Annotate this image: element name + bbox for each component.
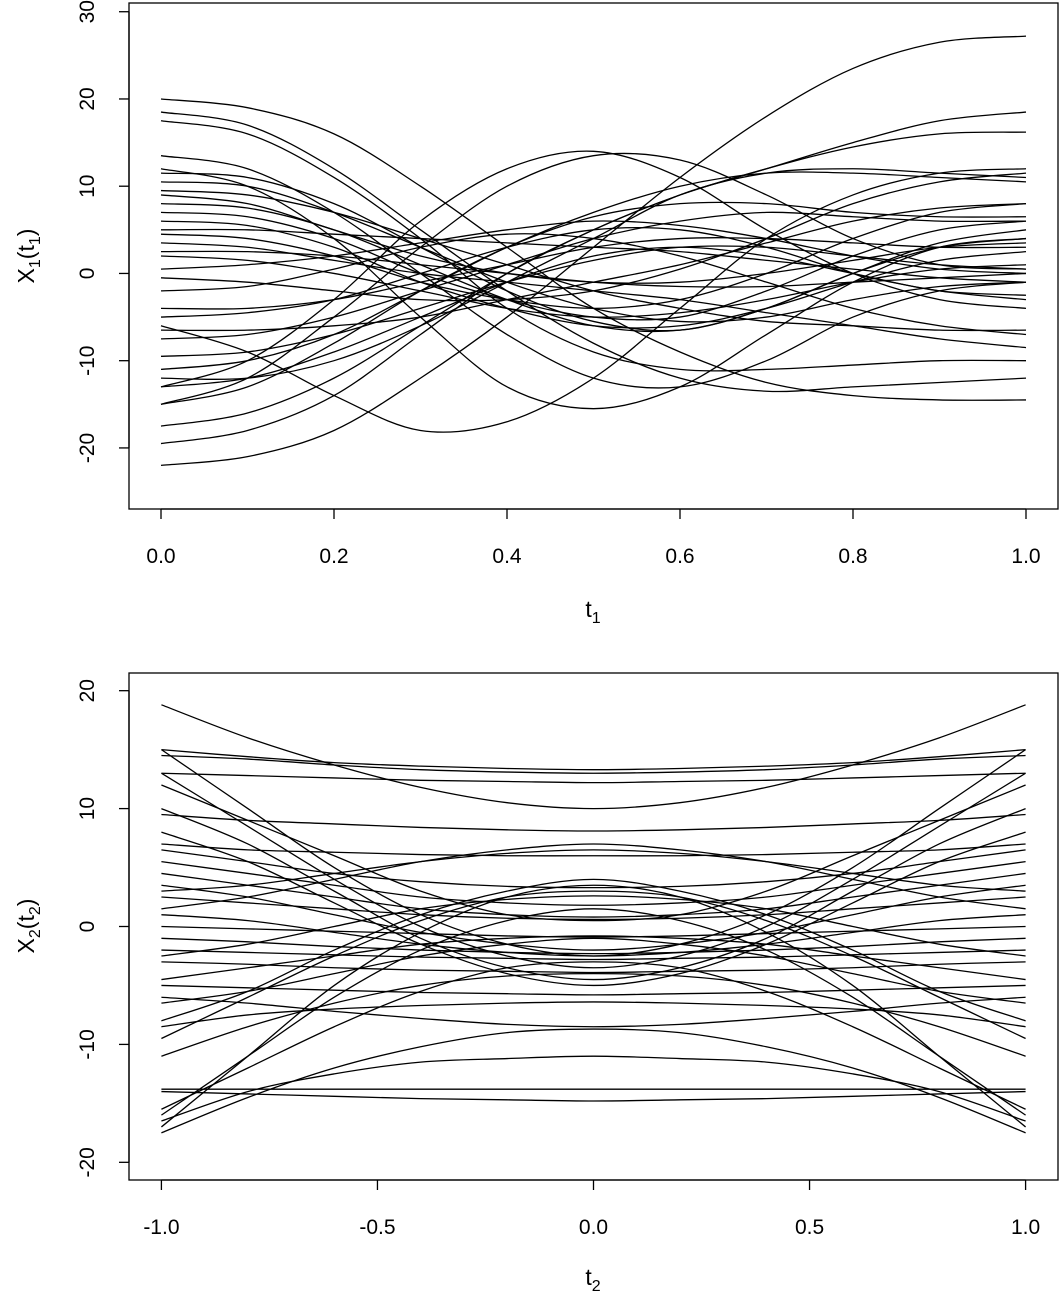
- y-tick-label: 0: [76, 921, 99, 933]
- series-line-18: [160, 203, 1027, 309]
- series-line-20: [161, 872, 1026, 918]
- series-line-31: [161, 925, 1026, 938]
- y-tick-label: -20: [76, 1147, 99, 1177]
- series-line-3: [160, 111, 1027, 393]
- series-line-5: [160, 111, 1027, 445]
- series-group: [160, 35, 1027, 467]
- series-line-22: [161, 896, 1026, 921]
- series-line-17: [160, 220, 1027, 329]
- series-line-39: [161, 961, 1026, 1110]
- y-axis-title: X1(t1): [13, 229, 44, 284]
- series-line-12: [160, 884, 1027, 1128]
- series-line-27: [161, 937, 1026, 1004]
- series-line-11: [161, 772, 1026, 969]
- series-line-34: [161, 849, 1026, 892]
- series-line-38: [161, 784, 1026, 922]
- y-axis: -20 -10 0 10 20: [76, 679, 130, 1177]
- series-line-18: [161, 973, 1026, 1057]
- series-line-23: [161, 914, 1026, 957]
- series-line-2: [160, 98, 1027, 401]
- series-line-34: [160, 228, 1027, 283]
- series-line-26: [160, 245, 1027, 357]
- y-tick-label: -10: [76, 1029, 99, 1059]
- y-tick-label: -20: [76, 433, 99, 463]
- y-tick-label: 0: [76, 268, 99, 280]
- series-line-7: [161, 1090, 1026, 1102]
- series-line-30: [160, 233, 1027, 336]
- series-line-24: [161, 937, 1026, 955]
- series-line-27: [160, 171, 1027, 371]
- x-tick-label: 0.6: [665, 545, 694, 568]
- series-line-26: [161, 984, 1026, 996]
- series-line-6: [161, 1055, 1026, 1122]
- series-line-1: [161, 704, 1026, 810]
- x-axis: -1.0 -0.5 0.0 0.5 1.0: [143, 1179, 1040, 1239]
- y-tick-label: 10: [76, 797, 99, 820]
- series-line-2: [161, 748, 1026, 771]
- series-line-24: [160, 203, 1027, 332]
- series-line-11: [160, 168, 1027, 433]
- series-line-21: [161, 884, 1026, 951]
- series-line-10: [160, 168, 1027, 410]
- series-line-33: [161, 935, 1026, 981]
- x-tick-label: 0.0: [146, 545, 175, 568]
- panel-2: -1.0 -0.5 0.0 0.5 1.0 -20 -10 0 10 20 t2 X2(t2): [13, 672, 1059, 1295]
- series-line-3: [161, 754, 1026, 774]
- panel-1: 0.0 0.2 0.4 0.6 0.8 1.0 -20 -10 0 10 20 30 t1 X1(t1): [13, 0, 1059, 627]
- series-line-29: [161, 843, 1026, 857]
- series-line-30: [161, 949, 1026, 961]
- x-tick-label: -0.5: [359, 1216, 395, 1239]
- series-line-16: [160, 203, 1027, 333]
- series-line-31: [160, 194, 1027, 284]
- y-tick-label: 10: [76, 175, 99, 198]
- x-tick-label: 0.2: [319, 545, 348, 568]
- series-line-35: [160, 211, 1027, 321]
- y-tick-label: 30: [76, 0, 99, 23]
- series-line-32: [160, 242, 1027, 349]
- series-line-7: [160, 152, 1027, 405]
- series-line-32: [161, 861, 1026, 906]
- series-line-16: [161, 878, 1026, 1022]
- y-axis: -20 -10 0 10 20 30: [76, 0, 130, 463]
- series-line-4: [160, 120, 1027, 372]
- series-line-33: [160, 201, 1027, 405]
- series-line-28: [161, 1001, 1026, 1028]
- series-line-20: [160, 220, 1027, 275]
- series-line-14: [161, 831, 1026, 987]
- series-line-19: [161, 849, 1026, 889]
- x-tick-label: 0.8: [838, 545, 867, 568]
- series-line-1: [160, 35, 1027, 467]
- series-line-4: [161, 772, 1026, 784]
- series-line-28: [160, 246, 1027, 388]
- y-tick-label: 20: [76, 87, 99, 110]
- series-line-17: [161, 813, 1026, 832]
- y-tick-label: 20: [76, 679, 99, 702]
- series-line-25: [161, 961, 1026, 974]
- x-tick-label: 1.0: [1011, 545, 1040, 568]
- series-line-35: [161, 996, 1026, 1028]
- plot-frame: [128, 672, 1059, 1181]
- x-tick-label: 1.0: [1011, 1216, 1040, 1239]
- series-line-15: [161, 890, 1026, 1040]
- series-line-36: [161, 843, 1026, 910]
- series-group: [160, 704, 1027, 1134]
- x-tick-label: 0.0: [579, 1216, 608, 1239]
- series-line-5: [161, 1028, 1026, 1134]
- x-axis: 0.0 0.2 0.4 0.6 0.8 1.0: [146, 508, 1041, 568]
- series-line-9: [161, 908, 1026, 1116]
- x-axis-title: t1: [585, 596, 600, 627]
- x-axis-title: t2: [585, 1264, 600, 1295]
- x-tick-label: -1.0: [143, 1216, 179, 1239]
- x-tick-label: 0.4: [492, 545, 522, 568]
- series-line-37: [161, 895, 1026, 957]
- series-line-13: [160, 172, 1027, 332]
- y-axis-title: X2(t2): [13, 899, 44, 954]
- y-tick-label: -10: [76, 346, 99, 376]
- x-tick-label: 0.5: [795, 1216, 824, 1239]
